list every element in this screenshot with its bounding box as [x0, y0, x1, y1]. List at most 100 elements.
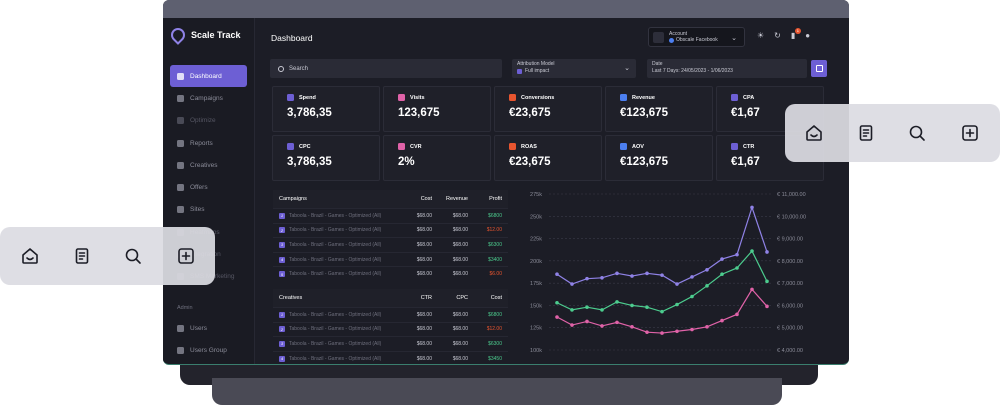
home-icon[interactable]: [805, 124, 823, 142]
column-header[interactable]: Campaigns: [279, 196, 307, 202]
data-point[interactable]: [675, 282, 679, 286]
data-point[interactable]: [660, 309, 664, 314]
table-row[interactable]: 1 Taboola - Brazil - Games - Optimized (A…: [273, 307, 508, 322]
nav-icon: [177, 324, 184, 332]
table-row[interactable]: 3 Taboola - Brazil - Games - Optimized (A…: [273, 336, 508, 351]
data-point[interactable]: [750, 249, 754, 253]
sidebar-item-dashboard[interactable]: Dashboard: [170, 65, 247, 88]
sidebar-item-users-group[interactable]: Users Group: [170, 339, 247, 361]
data-point[interactable]: [675, 302, 679, 307]
sidebar-item-campaigns[interactable]: Campaigns: [170, 87, 247, 109]
data-point[interactable]: [690, 327, 694, 332]
data-point[interactable]: [735, 312, 739, 317]
data-point[interactable]: [570, 308, 574, 312]
data-point[interactable]: [750, 205, 754, 210]
search-icon[interactable]: [124, 247, 142, 265]
attribution-model-select[interactable]: Attribution Model Full impact ⌄: [512, 59, 636, 78]
kpi-label: Revenue: [632, 94, 655, 101]
cell-ctr: $68.00: [416, 311, 432, 318]
data-point[interactable]: [720, 272, 724, 277]
table-row[interactable]: 4 Taboola - Brazil - Games - Optimized (A…: [273, 251, 508, 267]
sidebar-item-optimize[interactable]: Optimize: [170, 110, 247, 132]
data-point[interactable]: [585, 319, 589, 324]
data-point[interactable]: [705, 325, 709, 329]
row-name: Taboola - Brazil - Games - Optimized (Al…: [289, 256, 382, 263]
table-row[interactable]: 1 Taboola - Brazil - Games - Optimized (A…: [273, 208, 508, 223]
data-point[interactable]: [660, 331, 664, 335]
data-point[interactable]: [705, 267, 709, 272]
date-range-field[interactable]: Date Last 7 Days: 24/05/2023 - 1/06/2023: [647, 59, 807, 78]
data-point[interactable]: [765, 250, 769, 254]
column-header[interactable]: Creatives: [279, 295, 303, 301]
refresh-icon[interactable]: ↻: [774, 31, 781, 40]
data-point[interactable]: [555, 300, 559, 305]
cell-profit: $6300: [488, 241, 502, 248]
data-point[interactable]: [765, 304, 769, 309]
row-name-cell: 3 Taboola - Brazil - Games - Optimized (A…: [273, 241, 400, 248]
data-point[interactable]: [660, 273, 664, 277]
document-icon[interactable]: [73, 247, 91, 265]
data-point[interactable]: [585, 276, 589, 281]
column-header[interactable]: Revenue: [445, 196, 468, 202]
data-point[interactable]: [615, 320, 619, 325]
data-point[interactable]: [630, 303, 634, 308]
column-header[interactable]: Cost: [420, 196, 432, 202]
home-icon[interactable]: [21, 247, 39, 265]
add-icon[interactable]: [177, 247, 195, 265]
data-point[interactable]: [555, 315, 559, 319]
data-point[interactable]: [555, 272, 559, 277]
account-selector[interactable]: Account Obscale Facebook ⌄: [648, 27, 745, 47]
data-point[interactable]: [630, 325, 634, 329]
data-point[interactable]: [675, 329, 679, 334]
sidebar-item-users[interactable]: Users: [170, 317, 247, 339]
data-point[interactable]: [705, 284, 709, 288]
data-point[interactable]: [735, 266, 739, 270]
data-point[interactable]: [765, 279, 769, 284]
data-point[interactable]: [645, 305, 649, 310]
data-point[interactable]: [585, 305, 589, 310]
nav-icon: [177, 184, 184, 192]
brand[interactable]: Scale Track: [168, 25, 241, 45]
row-name: Taboola - Brazil - Games - Optimized (Al…: [289, 311, 382, 318]
column-header[interactable]: Profit: [489, 196, 502, 202]
sidebar-item-sites[interactable]: Sites: [170, 199, 247, 221]
data-point[interactable]: [720, 257, 724, 261]
data-point[interactable]: [615, 300, 619, 304]
data-point[interactable]: [735, 252, 739, 257]
add-icon[interactable]: [961, 124, 979, 142]
table-row[interactable]: 5 Taboola - Brazil - Games - Optimized (A…: [273, 266, 508, 281]
sidebar-item-creatives[interactable]: Creatives: [170, 154, 247, 176]
table-row[interactable]: 2 Taboola - Brazil - Games - Optimized (A…: [273, 321, 508, 337]
column-header[interactable]: CPC: [456, 295, 468, 301]
theme-toggle-icon[interactable]: ☀: [757, 31, 765, 40]
data-point[interactable]: [720, 318, 724, 323]
column-header[interactable]: CTR: [420, 295, 432, 301]
notifications-icon[interactable]: ▮ 1: [790, 28, 801, 40]
data-point[interactable]: [600, 308, 604, 312]
sidebar-item-reports[interactable]: Reports: [170, 132, 247, 154]
table-row[interactable]: 4 Taboola - Brazil - Games - Optimized (A…: [273, 350, 508, 364]
data-point[interactable]: [750, 287, 754, 292]
data-point[interactable]: [570, 323, 574, 327]
data-point[interactable]: [645, 330, 649, 334]
calendar-button[interactable]: [811, 60, 827, 77]
data-point[interactable]: [600, 275, 604, 280]
search-input[interactable]: Search: [270, 59, 502, 78]
row-name: Taboola - Brazil - Games - Optimized (Al…: [289, 355, 382, 362]
data-point[interactable]: [615, 271, 619, 276]
table-row[interactable]: 3 Taboola - Brazil - Games - Optimized (A…: [273, 237, 508, 252]
column-header[interactable]: Cost: [490, 295, 502, 301]
data-point[interactable]: [690, 275, 694, 279]
document-icon[interactable]: [857, 124, 875, 142]
sidebar-item-offers[interactable]: Offers: [170, 176, 247, 198]
data-point[interactable]: [690, 294, 694, 299]
search-icon[interactable]: [908, 124, 926, 142]
kpi-grid: Spend 3,786,35 Visits 123,675 Conversions €23…: [272, 86, 832, 184]
data-point[interactable]: [630, 274, 634, 278]
data-point[interactable]: [570, 282, 574, 286]
profile-icon[interactable]: ●: [805, 31, 811, 40]
table-row[interactable]: 2 Taboola - Brazil - Games - Optimized (A…: [273, 222, 508, 238]
data-point[interactable]: [645, 271, 649, 276]
data-point[interactable]: [600, 324, 604, 328]
y-tick-label-left: 250k: [530, 214, 542, 220]
